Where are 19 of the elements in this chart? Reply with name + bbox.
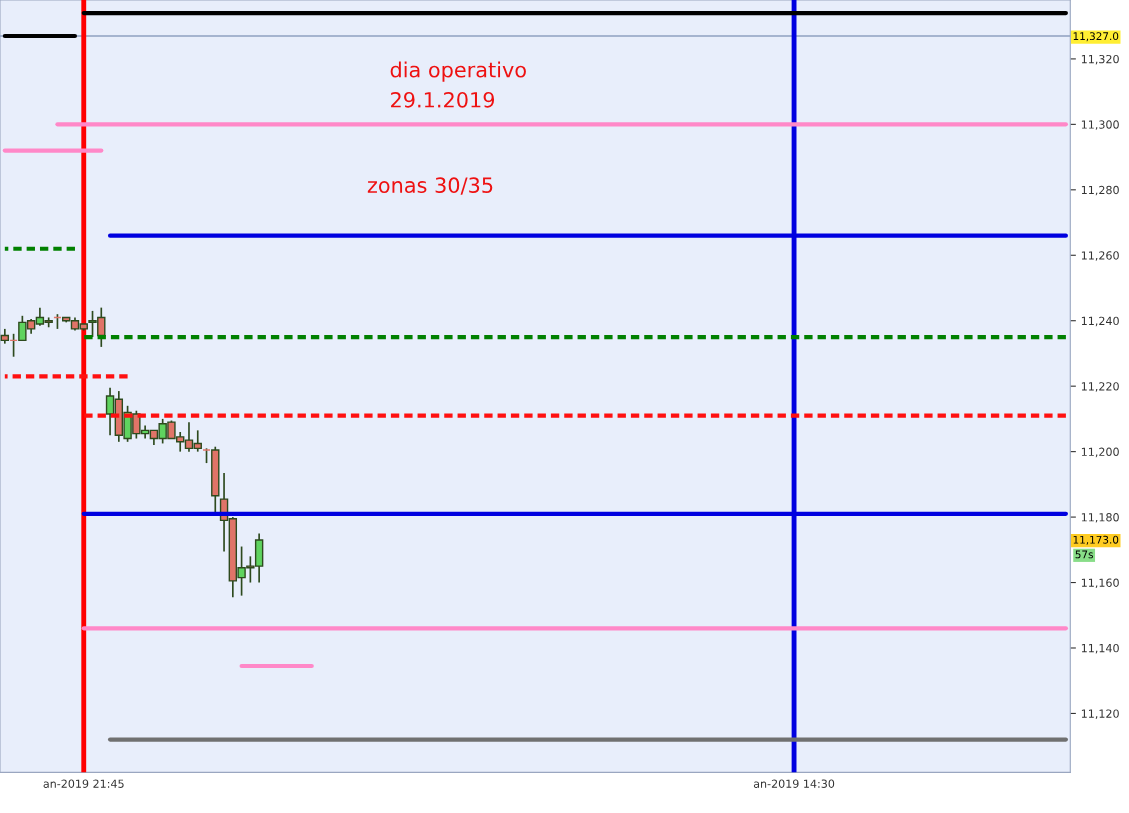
x-tick-label: an-2019 14:30 xyxy=(753,779,835,788)
annotation: zonas 30/35 xyxy=(367,177,493,195)
y-tick-label: 11,140 xyxy=(1081,643,1119,654)
annotation: 29.1.2019 xyxy=(391,91,495,108)
text: 11,173.0 xyxy=(1073,535,1119,545)
y-tick-label: 11,200 xyxy=(1081,447,1119,458)
y-tick-label: 11,300 xyxy=(1081,120,1119,130)
x-tick-label: an-2019 21:45 xyxy=(43,779,124,788)
text: 11,327.0 xyxy=(1073,32,1119,42)
y-tick-label: 11,160 xyxy=(1081,578,1119,589)
annotation: dia operativo xyxy=(390,61,526,82)
text: 57s xyxy=(1075,550,1093,559)
y-tick-label: 11,220 xyxy=(1081,382,1119,392)
y-tick-label: 11,280 xyxy=(1081,185,1119,196)
y-tick-label: 11,180 xyxy=(1081,513,1119,523)
y-tick-label: 11,240 xyxy=(1081,316,1119,327)
y-tick-label: 11,260 xyxy=(1081,251,1119,261)
y-tick-label: 11,320 xyxy=(1081,54,1119,65)
y-tick-label: 11,120 xyxy=(1081,709,1119,719)
